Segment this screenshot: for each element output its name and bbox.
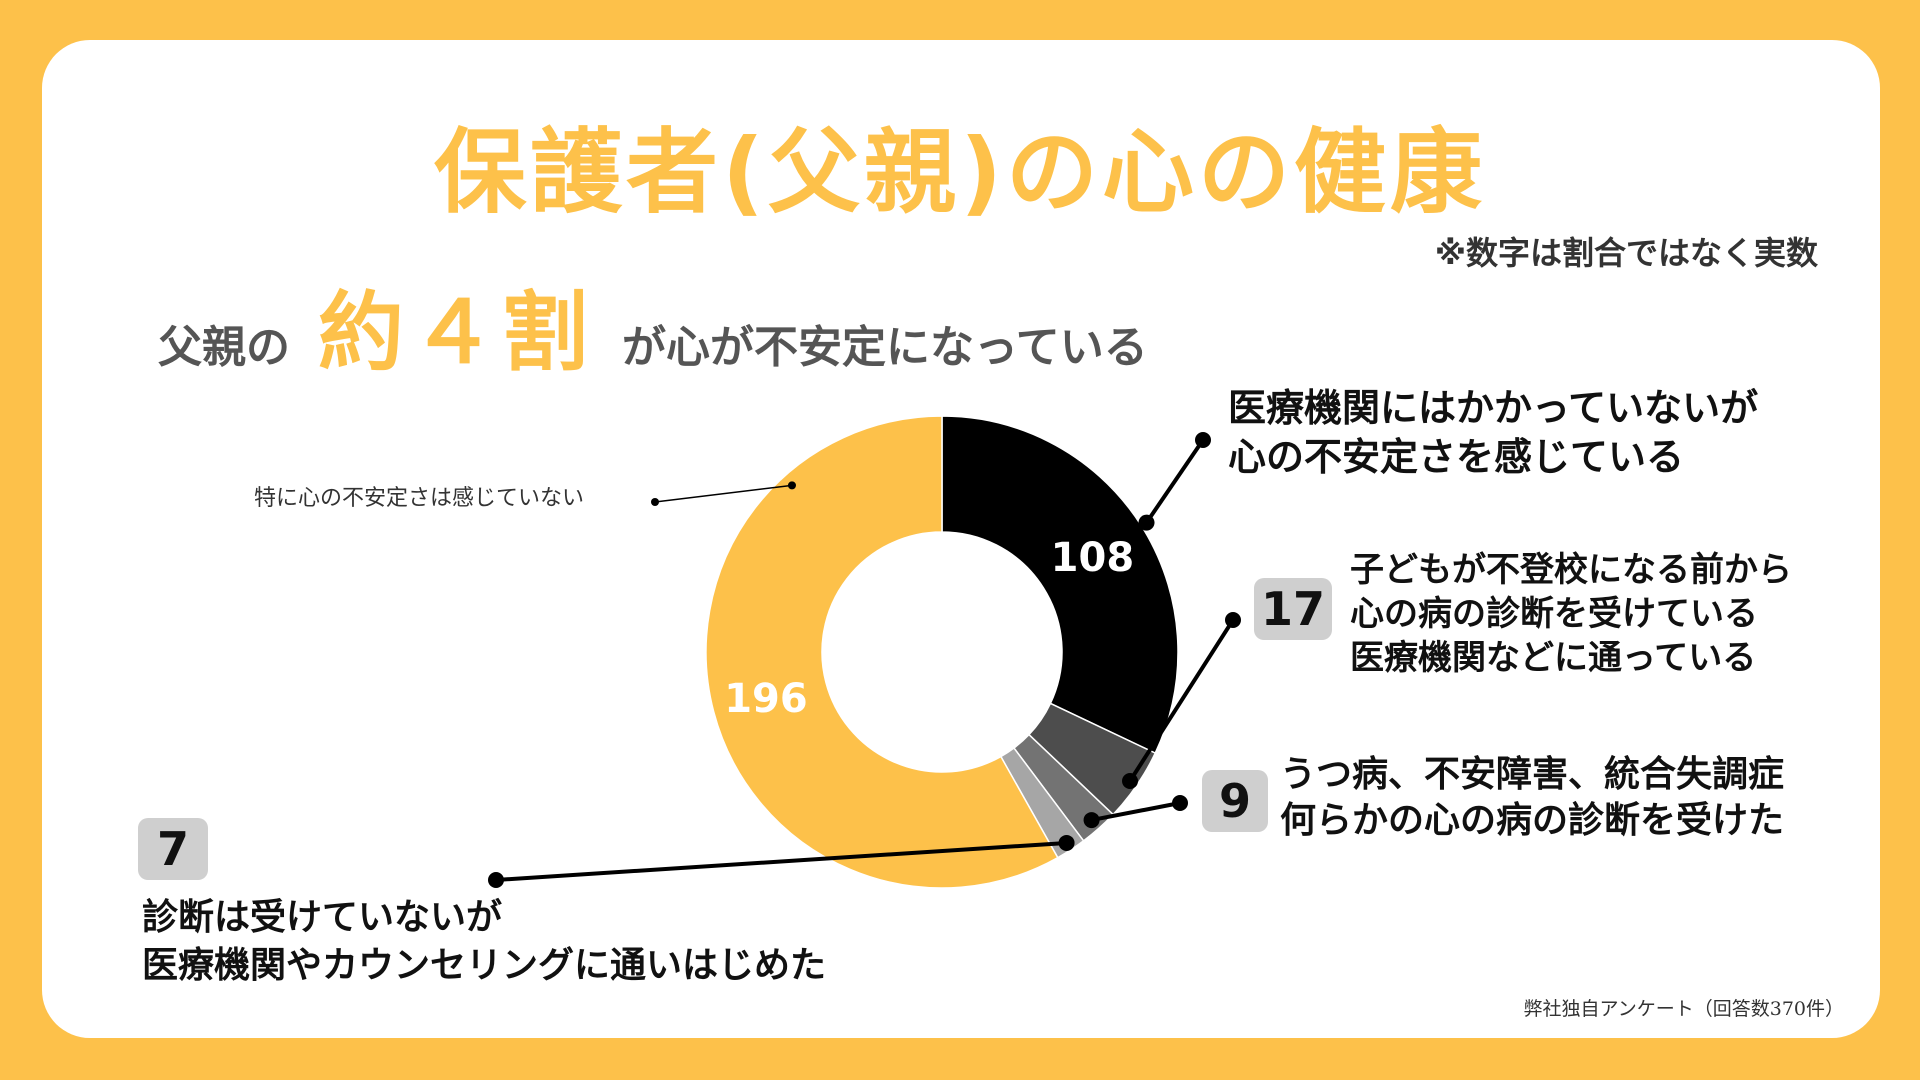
label-not-treated-but-unstable: 医療機関にはかかっていないが 心の不安定さを感じている: [1228, 384, 1758, 481]
leader-108-dot-start: [1138, 514, 1155, 531]
badge-7: 7: [138, 818, 208, 880]
leader-108-line: [1144, 438, 1205, 524]
note-text: ※数字は割合ではなく実数: [1434, 234, 1818, 272]
label-line: 診断は受けていないが: [142, 897, 503, 938]
subtitle: 父親の 約４割 が心が不安定になっている: [158, 262, 1148, 383]
leader-9-dot-start: [1083, 812, 1100, 829]
leader-7-dot-end: [488, 872, 504, 888]
label-line: 何らかの心の病の診断を受けた: [1280, 800, 1785, 842]
leader-7-line: [495, 840, 1067, 882]
badge-9: 9: [1202, 770, 1268, 832]
source-note: 弊社独自アンケート（回答数370件）: [1523, 998, 1844, 1020]
subtitle-suffix: が心が不安定になっている: [622, 322, 1148, 373]
donut-slice-108: [941, 415, 1179, 755]
label-line: 子どもが不登校になる前から: [1350, 550, 1792, 590]
leader-196-dot-end: [651, 498, 659, 506]
label-line: 医療機関にはかかっていないが: [1228, 386, 1759, 430]
leader-108-dot-end: [1195, 432, 1211, 448]
leader-196-dot-start: [787, 481, 796, 490]
leader-196-line: [654, 484, 793, 503]
label-line: 心の不安定さを感じている: [1228, 434, 1685, 479]
leader-17-line: [1128, 618, 1235, 783]
subtitle-prefix: 父親の: [158, 322, 290, 373]
value-label-108: 108: [1051, 535, 1135, 581]
leader-17-dot-end: [1225, 612, 1241, 628]
label-line: 医療機関やカウンセリングに通いはじめた: [142, 944, 827, 986]
badge-17: 17: [1254, 578, 1332, 640]
donut-slice-196: [705, 415, 1059, 889]
label-diagnosed: うつ病、不安障害、統合失調症 何らかの心の病の診断を受けた: [1280, 752, 1784, 844]
leader-17-dot-start: [1122, 772, 1139, 789]
leader-9-dot-end: [1172, 795, 1188, 811]
label-line: 心の病の診断を受けている: [1350, 594, 1758, 635]
subtitle-highlight: 約４割: [318, 283, 594, 383]
leader-9-line: [1091, 801, 1181, 823]
page-title: 保護者(父親)の心の健康: [433, 119, 1487, 226]
label-no-instability: 特に心の不安定さは感じていない: [254, 486, 585, 511]
label-line: 医療機関などに通っている: [1350, 638, 1757, 679]
leader-7-dot-start: [1058, 834, 1075, 851]
label-line: うつ病、不安障害、統合失調症: [1280, 754, 1785, 795]
label-diagnosed-before: 子どもが不登校になる前から 心の病の診断を受けている 医療機関などに通っている: [1350, 548, 1792, 681]
value-label-196: 196: [724, 676, 808, 722]
label-started-counseling: 診断は受けていないが 医療機関やカウンセリングに通いはじめた: [142, 894, 826, 989]
